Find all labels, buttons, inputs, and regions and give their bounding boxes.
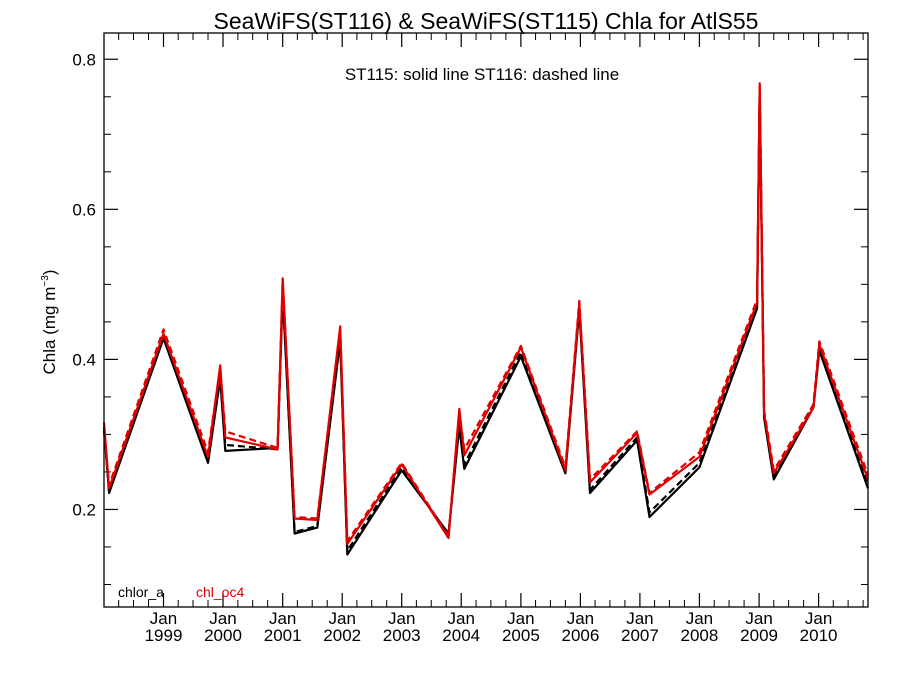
x-tick-label-month: Jan (328, 609, 355, 628)
line-style-annotation: ST115: solid line ST116: dashed line (345, 65, 619, 84)
legend-entry-chlor_a: chlor_a (118, 584, 164, 600)
x-tick-label-month: Jan (567, 609, 594, 628)
x-tick-label-month: Jan (388, 609, 415, 628)
x-tick-label-month: Jan (626, 609, 653, 628)
x-tick-label-month: Jan (448, 609, 475, 628)
y-tick-label: 0.4 (72, 350, 96, 369)
legend: chlor_a chl_oc4 (118, 584, 244, 600)
x-tick-label-year: 2007 (621, 626, 659, 645)
y-tick-label: 0.2 (72, 500, 96, 519)
series-layer (102, 82, 870, 556)
x-tick-label-month: Jan (745, 609, 772, 628)
y-axis-label-main: Chla (mg m (40, 287, 59, 375)
x-tick-label-year: 2005 (502, 626, 540, 645)
y-axis-label-superscript: −3 (40, 275, 51, 287)
x-tick-label-year: 2001 (264, 626, 302, 645)
x-tick-label-month: Jan (150, 609, 177, 628)
axes-layer: 0.20.40.60.8Jan1999Jan2000Jan2001Jan2002… (72, 33, 868, 645)
chart-title: SeaWiFS(ST116) & SeaWiFS(ST115) Chla for… (214, 8, 759, 34)
y-axis-label-close: ) (40, 270, 59, 276)
y-axis-label: Chla (mg m−3) (40, 270, 59, 375)
series-line-chl_oc4-st115 (102, 82, 870, 546)
x-tick-label-year: 2000 (204, 626, 242, 645)
series-line-chl_oc4-st116 (102, 84, 870, 543)
x-tick-label-month: Jan (269, 609, 296, 628)
x-tick-label-year: 2008 (681, 626, 719, 645)
y-tick-label: 0.6 (72, 200, 96, 219)
x-tick-label-year: 2009 (740, 626, 778, 645)
plot-frame (103, 32, 869, 608)
series-line-chlor_a-st116 (102, 88, 870, 552)
x-tick-label-year: 2004 (442, 626, 480, 645)
x-tick-label-year: 2003 (383, 626, 421, 645)
legend-entry-chl_oc4: chl_oc4 (196, 584, 244, 600)
x-tick-label-year: 2010 (800, 626, 838, 645)
x-tick-label-month: Jan (686, 609, 713, 628)
x-tick-label-month: Jan (805, 609, 832, 628)
x-tick-label-month: Jan (507, 609, 534, 628)
y-tick-label: 0.8 (72, 50, 96, 69)
x-tick-label-year: 2006 (561, 626, 599, 645)
x-tick-label-year: 1999 (145, 626, 183, 645)
x-tick-label-year: 2002 (323, 626, 361, 645)
x-tick-label-month: Jan (209, 609, 236, 628)
series-line-chlor_a-st115 (102, 91, 870, 556)
